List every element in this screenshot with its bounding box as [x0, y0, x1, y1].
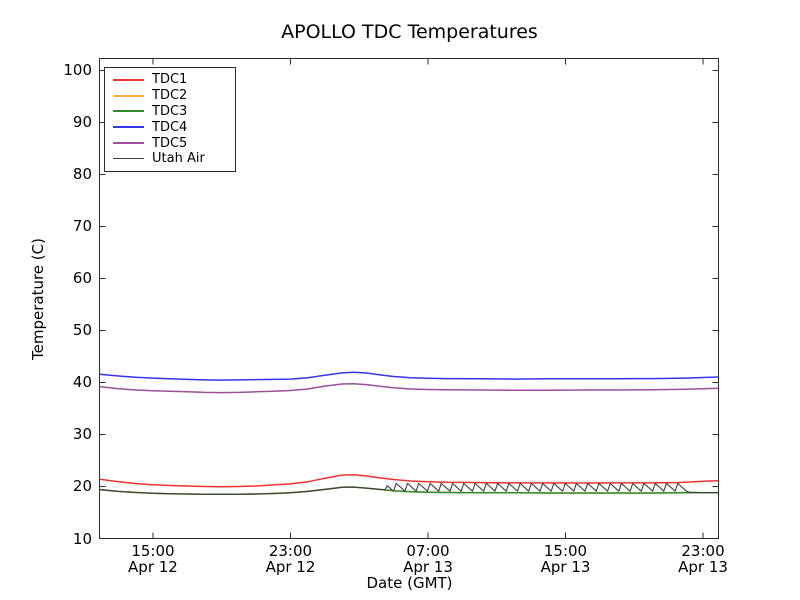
legend: TDC1 TDC2 TDC3 TDC4 TDC5 Utah Air — [104, 67, 236, 172]
x-tick-time: 23:00 — [268, 542, 313, 560]
x-tick-time: 15:00 — [131, 542, 175, 560]
legend-entry-tdc2: TDC2 — [113, 88, 229, 104]
series-tdc1-line — [99, 474, 719, 488]
y-tick-label: 70 — [72, 217, 92, 236]
legend-entry-tdc5: TDC5 — [113, 135, 229, 151]
x-tick-label: 23:00 Apr 12 — [244, 543, 336, 575]
legend-swatch-tdc1 — [113, 78, 144, 81]
legend-swatch-utah-air — [113, 158, 144, 160]
x-tick-time: 07:00 — [406, 542, 450, 560]
x-tick-label: 23:00 Apr 13 — [657, 543, 749, 575]
y-tick-label: 40 — [72, 373, 92, 392]
legend-entry-tdc4: TDC4 — [113, 119, 229, 135]
legend-entry-utah-air: Utah Air — [113, 151, 229, 167]
x-tick-date: Apr 12 — [265, 558, 316, 576]
y-tick-label: 60 — [72, 269, 92, 288]
legend-label: Utah Air — [152, 151, 205, 167]
series-tdc5-line — [99, 383, 719, 394]
legend-swatch-tdc5 — [113, 142, 144, 145]
y-tick-label: 50 — [72, 321, 92, 340]
y-tick-label: 10 — [72, 529, 92, 548]
x-tick-label: 15:00 Apr 12 — [107, 543, 199, 575]
legend-label: TDC4 — [152, 119, 188, 135]
y-tick-label: 100 — [63, 61, 92, 80]
x-tick-date: Apr 13 — [403, 558, 453, 576]
legend-swatch-tdc4 — [113, 126, 144, 129]
x-tick-date: Apr 13 — [678, 558, 728, 576]
legend-entry-tdc3: TDC3 — [113, 104, 229, 120]
y-axis-label: Temperature (C) — [29, 238, 47, 360]
x-tick-date: Apr 12 — [128, 558, 178, 576]
legend-entry-tdc1: TDC1 — [113, 72, 229, 88]
y-tick-label: 90 — [72, 113, 92, 132]
series-utah-air-line — [99, 482, 719, 495]
legend-swatch-tdc3 — [113, 110, 144, 113]
x-tick-time: 15:00 — [543, 542, 588, 560]
x-tick-label: 15:00 Apr 13 — [520, 543, 612, 575]
y-tick-label: 30 — [72, 425, 92, 444]
y-tick-label: 20 — [72, 477, 92, 496]
y-tick-label: 80 — [72, 165, 92, 184]
x-tick-label: 07:00 Apr 13 — [382, 543, 474, 575]
legend-swatch-tdc2 — [113, 94, 144, 97]
legend-label: TDC5 — [152, 135, 188, 151]
legend-label: TDC3 — [152, 103, 188, 119]
legend-label: TDC2 — [152, 88, 188, 104]
x-tick-date: Apr 13 — [540, 558, 591, 576]
series-tdc4-line — [99, 371, 719, 381]
legend-label: TDC1 — [152, 72, 188, 88]
chart-title: APOLLO TDC Temperatures — [281, 21, 538, 43]
x-tick-time: 23:00 — [681, 542, 725, 560]
x-axis-label: Date (GMT) — [366, 574, 453, 592]
